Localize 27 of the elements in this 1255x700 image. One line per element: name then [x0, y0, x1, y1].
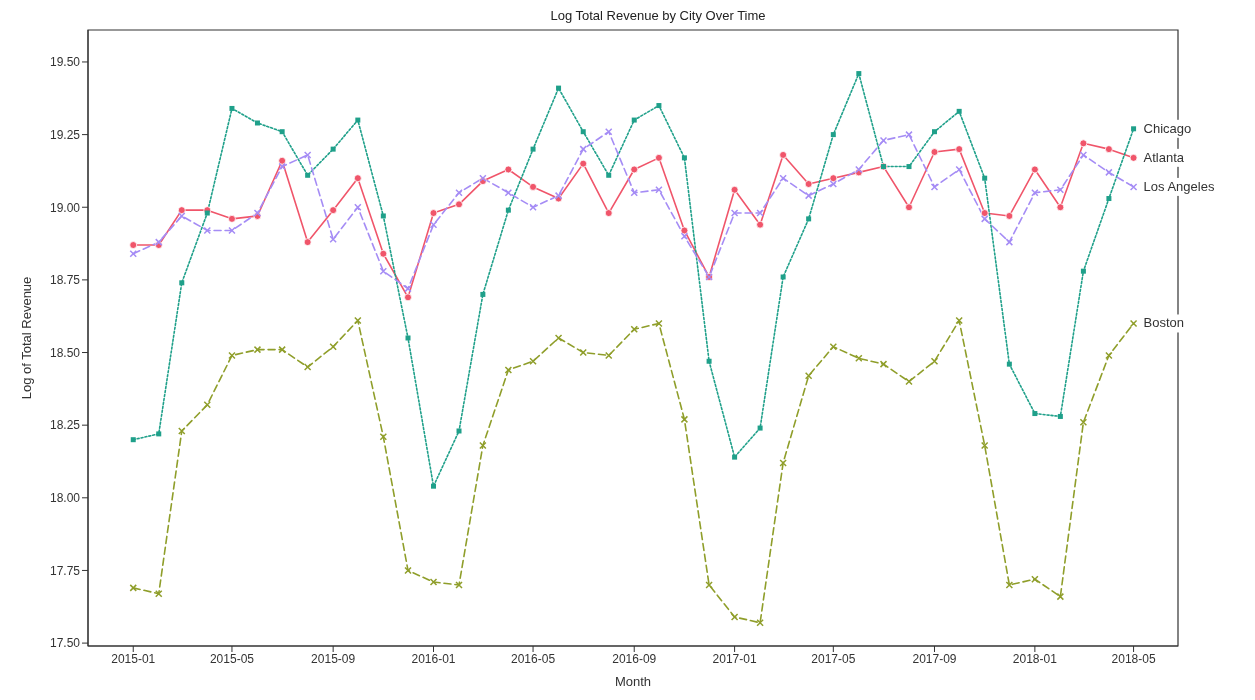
series-label: Atlanta [1143, 149, 1185, 165]
x-tick-label: 2018-01 [1012, 651, 1058, 666]
x-tick-label: 2016-05 [511, 651, 556, 666]
y-tick-label: 19.00 [49, 200, 81, 215]
x-tick-label: 2017-01 [712, 651, 757, 666]
series-label: Los Angeles [1143, 178, 1215, 194]
y-tick-label: 17.50 [49, 636, 81, 651]
chart-title: Log Total Revenue by City Over Time [549, 8, 767, 25]
y-tick-label: 18.00 [49, 491, 81, 506]
x-tick-label: 2015-01 [111, 651, 156, 666]
x-tick-label: 2016-01 [411, 651, 456, 666]
x-tick-label: 2018-05 [1111, 651, 1156, 666]
series-label: Chicago [1143, 120, 1192, 136]
x-tick-label: 2017-05 [811, 651, 856, 666]
x-tick-label: 2015-09 [311, 651, 356, 666]
y-tick-label: 18.25 [49, 418, 81, 433]
x-tick-label: 2016-09 [612, 651, 657, 666]
x-tick-label: 2017-09 [912, 651, 957, 666]
series-label: Boston [1143, 315, 1185, 331]
y-tick-label: 18.75 [49, 273, 81, 288]
y-axis-title: Log of Total Revenue [18, 276, 34, 400]
y-tick-label: 18.50 [49, 345, 81, 360]
y-tick-label: 19.25 [49, 127, 81, 142]
x-tick-label: 2015-05 [209, 651, 255, 666]
y-tick-label: 19.50 [49, 55, 81, 70]
y-tick-label: 17.75 [49, 563, 81, 578]
x-axis-title: Month [614, 674, 652, 689]
